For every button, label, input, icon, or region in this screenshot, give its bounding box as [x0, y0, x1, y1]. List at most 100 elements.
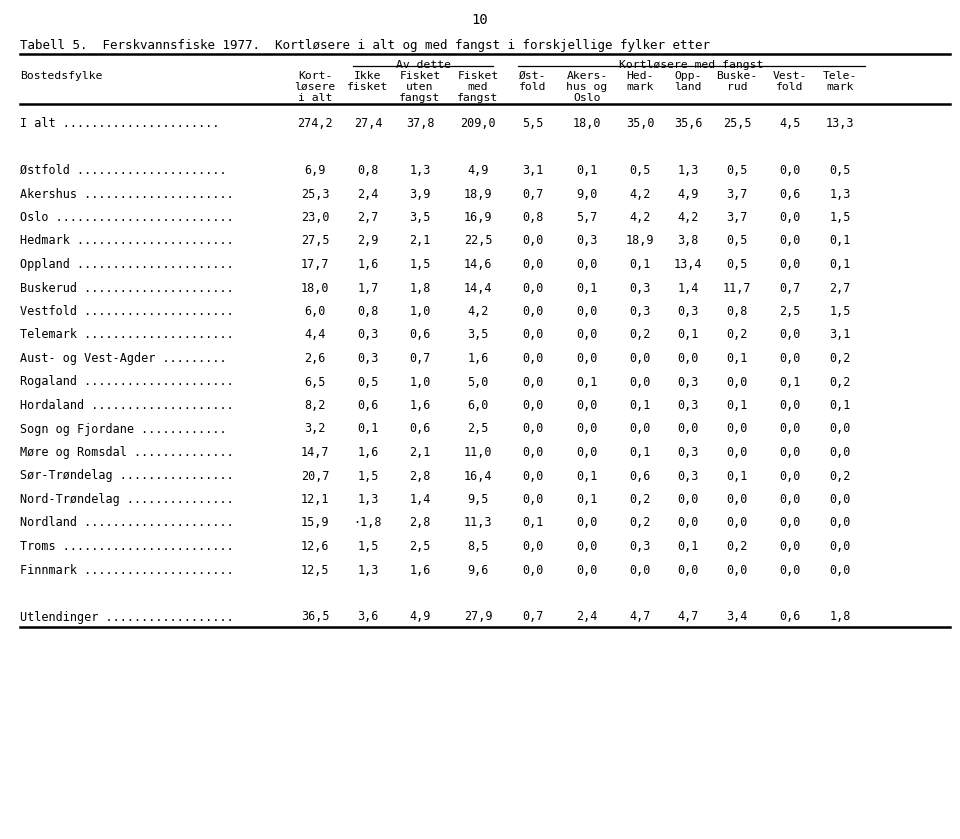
- Text: 17,7: 17,7: [300, 258, 329, 271]
- Text: 2,8: 2,8: [409, 517, 431, 529]
- Text: land: land: [674, 82, 702, 92]
- Text: Av dette: Av dette: [396, 60, 450, 70]
- Text: Tabell 5.  Ferskvannsfiske 1977.  Kortløsere i alt og med fangst i forskjellige : Tabell 5. Ferskvannsfiske 1977. Kortløse…: [20, 39, 710, 52]
- Text: 1,5: 1,5: [829, 211, 851, 224]
- Text: 36,5: 36,5: [300, 611, 329, 623]
- Text: 0,8: 0,8: [357, 164, 378, 177]
- Text: 0,0: 0,0: [576, 540, 598, 553]
- Text: 2,7: 2,7: [829, 282, 851, 294]
- Text: 1,6: 1,6: [468, 352, 489, 365]
- Text: Hedmark ......................: Hedmark ......................: [20, 234, 233, 248]
- Text: Rogaland .....................: Rogaland .....................: [20, 376, 233, 388]
- Text: 9,0: 9,0: [576, 187, 598, 201]
- Text: 2,5: 2,5: [409, 540, 431, 553]
- Text: 1,3: 1,3: [357, 493, 378, 506]
- Text: 0,0: 0,0: [522, 282, 543, 294]
- Text: 2,9: 2,9: [357, 234, 378, 248]
- Text: 0,1: 0,1: [630, 399, 651, 412]
- Text: 0,0: 0,0: [522, 376, 543, 388]
- Text: 2,1: 2,1: [409, 234, 431, 248]
- Text: 37,8: 37,8: [406, 117, 434, 130]
- Text: 11,7: 11,7: [723, 282, 752, 294]
- Text: 4,5: 4,5: [780, 117, 801, 130]
- Text: hus og: hus og: [566, 82, 608, 92]
- Text: 8,5: 8,5: [468, 540, 489, 553]
- Text: 3,1: 3,1: [522, 164, 543, 177]
- Text: 0,1: 0,1: [576, 164, 598, 177]
- Text: 0,0: 0,0: [678, 517, 699, 529]
- Text: 0,3: 0,3: [678, 446, 699, 459]
- Text: fold: fold: [777, 82, 804, 92]
- Text: 3,5: 3,5: [468, 329, 489, 341]
- Text: 18,0: 18,0: [573, 117, 601, 130]
- Text: 0,0: 0,0: [829, 564, 851, 576]
- Text: 4,2: 4,2: [630, 187, 651, 201]
- Text: Akershus .....................: Akershus .....................: [20, 187, 233, 201]
- Text: 16,4: 16,4: [464, 470, 492, 482]
- Text: 1,5: 1,5: [829, 305, 851, 318]
- Text: 1,3: 1,3: [829, 187, 851, 201]
- Text: 0,0: 0,0: [780, 399, 801, 412]
- Text: Buskerud .....................: Buskerud .....................: [20, 282, 233, 294]
- Text: 0,1: 0,1: [829, 234, 851, 248]
- Text: 18,0: 18,0: [300, 282, 329, 294]
- Text: Utlendinger ..................: Utlendinger ..................: [20, 611, 233, 623]
- Text: 0,2: 0,2: [829, 376, 851, 388]
- Text: 0,0: 0,0: [829, 517, 851, 529]
- Text: Aust- og Vest-Agder .........: Aust- og Vest-Agder .........: [20, 352, 227, 365]
- Text: 3,5: 3,5: [409, 211, 431, 224]
- Text: 0,0: 0,0: [522, 258, 543, 271]
- Text: med: med: [468, 82, 489, 92]
- Text: 0,5: 0,5: [727, 164, 748, 177]
- Text: 0,8: 0,8: [357, 305, 378, 318]
- Text: 0,0: 0,0: [522, 540, 543, 553]
- Text: 0,3: 0,3: [357, 352, 378, 365]
- Text: 0,0: 0,0: [780, 540, 801, 553]
- Text: 4,2: 4,2: [468, 305, 489, 318]
- Text: 1,6: 1,6: [409, 564, 431, 576]
- Text: 5,5: 5,5: [522, 117, 543, 130]
- Text: 1,6: 1,6: [409, 399, 431, 412]
- Text: 0,0: 0,0: [576, 329, 598, 341]
- Text: 3,7: 3,7: [727, 187, 748, 201]
- Text: 0,0: 0,0: [630, 352, 651, 365]
- Text: 0,1: 0,1: [357, 423, 378, 435]
- Text: 0,1: 0,1: [576, 493, 598, 506]
- Text: 0,0: 0,0: [576, 399, 598, 412]
- Text: Bostedsfylke: Bostedsfylke: [20, 71, 103, 81]
- Text: 0,0: 0,0: [576, 352, 598, 365]
- Text: 0,3: 0,3: [630, 282, 651, 294]
- Text: 0,1: 0,1: [727, 470, 748, 482]
- Text: 2,5: 2,5: [468, 423, 489, 435]
- Text: 0,0: 0,0: [780, 564, 801, 576]
- Text: 0,0: 0,0: [780, 446, 801, 459]
- Text: mark: mark: [626, 82, 654, 92]
- Text: 18,9: 18,9: [626, 234, 655, 248]
- Text: 0,1: 0,1: [576, 376, 598, 388]
- Text: 1,8: 1,8: [409, 282, 431, 294]
- Text: 1,5: 1,5: [357, 470, 378, 482]
- Text: 20,7: 20,7: [300, 470, 329, 482]
- Text: 0,0: 0,0: [780, 234, 801, 248]
- Text: Sogn og Fjordane ............: Sogn og Fjordane ............: [20, 423, 227, 435]
- Text: 2,8: 2,8: [409, 470, 431, 482]
- Text: 0,5: 0,5: [630, 164, 651, 177]
- Text: 0,5: 0,5: [727, 234, 748, 248]
- Text: 0,0: 0,0: [829, 540, 851, 553]
- Text: 3,6: 3,6: [357, 611, 378, 623]
- Text: 0,2: 0,2: [829, 470, 851, 482]
- Text: 0,0: 0,0: [678, 564, 699, 576]
- Text: 0,8: 0,8: [727, 305, 748, 318]
- Text: 0,6: 0,6: [780, 187, 801, 201]
- Text: 9,5: 9,5: [468, 493, 489, 506]
- Text: 3,9: 3,9: [409, 187, 431, 201]
- Text: 0,0: 0,0: [522, 423, 543, 435]
- Text: 3,1: 3,1: [829, 329, 851, 341]
- Text: 0,3: 0,3: [678, 305, 699, 318]
- Text: 2,7: 2,7: [357, 211, 378, 224]
- Text: 0,3: 0,3: [678, 376, 699, 388]
- Text: 4,2: 4,2: [678, 211, 699, 224]
- Text: 12,5: 12,5: [300, 564, 329, 576]
- Text: 1,0: 1,0: [409, 376, 431, 388]
- Text: Vest-: Vest-: [773, 71, 807, 81]
